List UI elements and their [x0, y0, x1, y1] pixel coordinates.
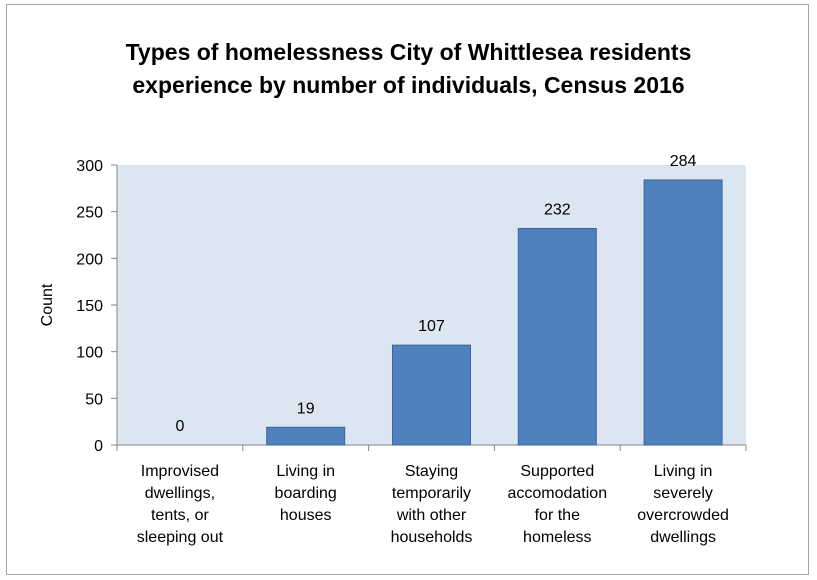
- bar: [266, 426, 346, 446]
- y-tick-label: 100: [76, 345, 103, 362]
- y-tick-label: 200: [76, 251, 103, 268]
- data-label: 284: [670, 153, 697, 170]
- x-category-label-line: for the: [535, 507, 580, 524]
- chart-title-line-1: Types of homelessness City of Whittlesea…: [125, 39, 692, 65]
- x-category-label: Improvised dwellings, tents, or sleeping ou…: [137, 463, 224, 546]
- category-labels: Improvised dwellings, tents, or sleeping ou…: [137, 463, 729, 546]
- data-label: 107: [418, 318, 445, 335]
- x-category-label-line: Supported: [520, 463, 594, 480]
- x-category-label-line: severely: [653, 485, 713, 502]
- y-axis-title: Count: [39, 283, 56, 326]
- x-category-label-line: houses: [280, 507, 332, 524]
- x-category-label-line: Living in: [276, 463, 335, 480]
- data-label: 0: [175, 418, 184, 435]
- bar: [517, 227, 597, 446]
- bar: [643, 179, 723, 446]
- data-labels: 0 19 107 232 284: [175, 153, 696, 435]
- x-category-label-line: Staying: [405, 463, 458, 480]
- y-tick-label: 50: [85, 391, 103, 408]
- bars: [266, 179, 723, 446]
- y-tick-label: 250: [76, 205, 103, 222]
- x-category-label: Supported accomodation for the homeless: [507, 463, 607, 546]
- data-label: 19: [297, 400, 315, 417]
- x-category-label-line: with other: [396, 507, 467, 524]
- x-category-label-line: dwellings: [650, 529, 716, 546]
- chart-title-line-2: experience by number of individuals, Cen…: [132, 72, 685, 98]
- x-category-label-line: Improvised: [141, 463, 219, 480]
- x-category-label-line: sleeping out: [137, 529, 224, 546]
- x-category-label: Staying temporarily with other households: [391, 463, 473, 546]
- x-category-label-line: boarding: [275, 485, 337, 502]
- x-category-label-line: tents, or: [151, 507, 209, 524]
- chart-title: Types of homelessness City of Whittlesea…: [0, 36, 817, 102]
- x-category-label: Living in boarding houses: [275, 463, 337, 524]
- x-category-label: Living in severely overcrowded dwellings: [637, 463, 729, 546]
- y-tick-label: 0: [94, 438, 103, 455]
- x-category-label-line: Living in: [654, 463, 713, 480]
- x-category-label-line: overcrowded: [637, 507, 729, 524]
- x-category-label-line: temporarily: [392, 485, 471, 502]
- x-category-label-line: dwellings,: [145, 485, 215, 502]
- data-label: 232: [544, 201, 571, 218]
- x-category-label-line: accomodation: [507, 485, 607, 502]
- bar: [392, 344, 471, 446]
- x-category-label-line: homeless: [523, 529, 591, 546]
- y-tick-label: 300: [76, 158, 103, 175]
- x-category-label-line: households: [391, 529, 473, 546]
- y-tick-label: 150: [76, 298, 103, 315]
